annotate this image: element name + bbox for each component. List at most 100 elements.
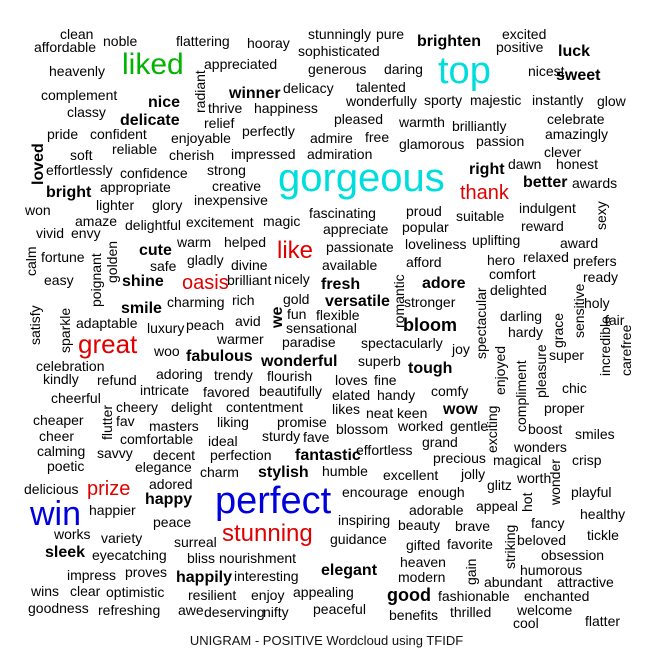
word-refreshing: refreshing <box>98 602 160 618</box>
word-deserving: deserving <box>204 604 265 620</box>
word-confidence: confidence <box>120 165 188 181</box>
word-sturdy: sturdy <box>262 428 300 444</box>
word-stunning: stunning <box>222 520 313 547</box>
word-divine: divine <box>231 257 268 273</box>
word-liking: liking <box>217 414 249 430</box>
word-delighted: delighted <box>490 282 547 298</box>
word-keen: keen <box>397 405 427 421</box>
word-uplifting: uplifting <box>472 232 520 248</box>
word-perfection: perfection <box>210 447 271 463</box>
word-poignant: poignant <box>88 253 104 307</box>
word-fantastic: fantastic <box>295 447 361 464</box>
word-likes: likes <box>332 401 360 417</box>
word-loved: loved <box>30 143 47 185</box>
word-impressed: impressed <box>231 146 296 162</box>
word-luxury: luxury <box>147 320 184 336</box>
word-better: better <box>523 174 567 191</box>
word-winner: winner <box>228 85 281 102</box>
word-peaceful: peaceful <box>313 601 366 617</box>
word-handy: handy <box>377 387 415 403</box>
word-popular: popular <box>402 219 449 235</box>
word-hot: hot <box>519 492 535 512</box>
word-sparkle: sparkle <box>57 308 73 353</box>
word-elegant: elegant <box>321 562 378 579</box>
word-surreal: surreal <box>174 534 217 550</box>
word-pure: pure <box>376 26 404 42</box>
word-cool: cool <box>513 615 539 631</box>
word-comfort: comfort <box>489 266 536 282</box>
word-versatile: versatile <box>325 293 390 310</box>
word-soft: soft <box>70 147 93 163</box>
word-trendy: trendy <box>214 367 253 383</box>
word-generous: generous <box>308 61 366 77</box>
word-we: we <box>269 307 286 329</box>
word-passion: passion <box>476 133 524 149</box>
word-thank: thank <box>460 182 510 204</box>
word-appeal: appeal <box>476 498 518 514</box>
word-fascinating: fascinating <box>309 205 376 221</box>
word-nicest: nicest <box>528 63 565 79</box>
word-masters: masters <box>149 418 199 434</box>
word-calming: calming <box>37 443 85 459</box>
word-smile: smile <box>121 300 162 317</box>
word-cherish: cherish <box>169 147 214 163</box>
word-comfy: comfy <box>431 383 468 399</box>
word-wonderfully: wonderfully <box>345 93 417 109</box>
word-humble: humble <box>322 463 368 479</box>
word-guidance: guidance <box>330 531 387 547</box>
word-excited: excited <box>502 26 546 42</box>
word-afford: afford <box>406 254 442 270</box>
word-gold: gold <box>283 291 309 307</box>
word-hero: hero <box>487 252 515 268</box>
word-happily: happily <box>176 569 232 586</box>
word-easy: easy <box>44 272 74 288</box>
word-warmer: warmer <box>216 331 264 347</box>
word-goodness: goodness <box>28 600 89 616</box>
word-adore: adore <box>422 275 466 292</box>
word-decent: decent <box>153 447 195 463</box>
word-relaxed: relaxed <box>523 249 569 265</box>
word-resilient: resilient <box>188 587 236 603</box>
word-fabulous: fabulous <box>186 348 253 365</box>
word-proves: proves <box>125 564 167 580</box>
word-suitable: suitable <box>456 208 504 224</box>
word-fave: fave <box>303 429 330 445</box>
word-dawn: dawn <box>508 156 541 172</box>
word-safe: safe <box>150 258 177 274</box>
word-gorgeous: gorgeous <box>278 156 445 200</box>
word-wow: wow <box>442 401 478 418</box>
word-blossom: blossom <box>336 421 388 437</box>
word-strong: strong <box>207 162 246 178</box>
word-fav: fav <box>116 413 135 429</box>
word-envy: envy <box>71 225 101 241</box>
word-clear: clear <box>70 583 101 599</box>
word-sensational: sensational <box>286 320 357 336</box>
word-warmth: warmth <box>398 114 445 130</box>
word-tickle: tickle <box>587 527 619 543</box>
word-talented: talented <box>356 79 406 95</box>
word-daring: daring <box>384 61 423 77</box>
word-enjoyable: enjoyable <box>171 130 231 146</box>
word-hooray: hooray <box>247 35 290 51</box>
word-enjoyed: enjoyed <box>492 346 508 395</box>
word-bloom: bloom <box>403 315 457 335</box>
word-striking: striking <box>502 525 518 569</box>
word-clever: clever <box>544 144 582 160</box>
word-ready: ready <box>583 269 618 285</box>
word-nifty: nifty <box>263 604 289 620</box>
word-sexy: sexy <box>593 201 609 230</box>
word-pride: pride <box>47 126 78 142</box>
word-instantly: instantly <box>532 92 583 108</box>
word-admiration: admiration <box>307 146 372 162</box>
word-warm: warm <box>176 234 211 250</box>
word-inexpensive: inexpensive <box>194 192 268 208</box>
word-cheaper: cheaper <box>33 412 84 428</box>
word-great: great <box>78 329 138 359</box>
word-super: super <box>549 347 584 363</box>
word-gain: gain <box>463 559 479 585</box>
word-peach: peach <box>186 317 224 333</box>
word-gentle: gentle <box>450 418 488 434</box>
word-excellent: excellent <box>383 467 438 483</box>
word-savvy: savvy <box>97 445 133 461</box>
